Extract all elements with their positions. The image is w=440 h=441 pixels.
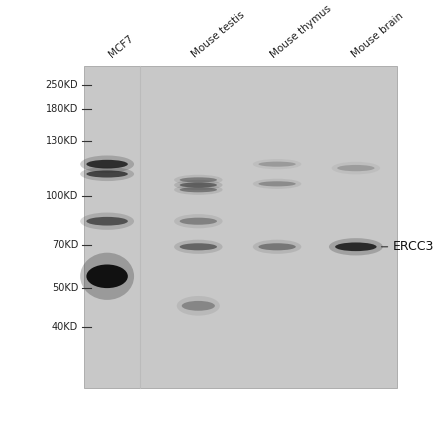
Ellipse shape	[335, 243, 377, 251]
Text: Mouse testis: Mouse testis	[190, 10, 246, 60]
Ellipse shape	[86, 217, 128, 225]
Text: 250KD: 250KD	[45, 80, 78, 90]
Ellipse shape	[180, 187, 217, 192]
Ellipse shape	[180, 218, 217, 225]
Ellipse shape	[80, 156, 134, 173]
Ellipse shape	[174, 175, 223, 185]
Text: ERCC3: ERCC3	[381, 240, 435, 253]
Ellipse shape	[258, 243, 296, 250]
Text: 130KD: 130KD	[46, 135, 78, 146]
Ellipse shape	[253, 159, 301, 169]
Ellipse shape	[174, 180, 223, 190]
Ellipse shape	[253, 179, 301, 189]
Ellipse shape	[86, 171, 128, 178]
Ellipse shape	[174, 240, 223, 254]
Ellipse shape	[258, 161, 296, 167]
Ellipse shape	[258, 181, 296, 187]
Ellipse shape	[86, 160, 128, 168]
Ellipse shape	[337, 165, 374, 171]
Ellipse shape	[180, 177, 217, 183]
Bar	[84, 66, 397, 389]
Ellipse shape	[80, 213, 134, 230]
Ellipse shape	[177, 296, 220, 316]
Ellipse shape	[253, 240, 301, 254]
Ellipse shape	[182, 301, 215, 311]
Text: 100KD: 100KD	[46, 191, 78, 201]
Ellipse shape	[86, 265, 128, 288]
Text: 40KD: 40KD	[52, 322, 78, 333]
Text: Mouse brain: Mouse brain	[349, 11, 405, 60]
Ellipse shape	[180, 183, 217, 187]
Text: 50KD: 50KD	[52, 283, 78, 293]
Ellipse shape	[174, 214, 223, 228]
Text: Mouse thymus: Mouse thymus	[268, 3, 334, 60]
Text: 180KD: 180KD	[46, 104, 78, 114]
Ellipse shape	[329, 238, 383, 255]
Ellipse shape	[180, 243, 217, 250]
Ellipse shape	[80, 253, 134, 300]
Ellipse shape	[332, 162, 380, 174]
Text: MCF7: MCF7	[107, 34, 136, 60]
Ellipse shape	[80, 167, 134, 181]
Text: 70KD: 70KD	[52, 240, 78, 250]
Ellipse shape	[174, 185, 223, 195]
